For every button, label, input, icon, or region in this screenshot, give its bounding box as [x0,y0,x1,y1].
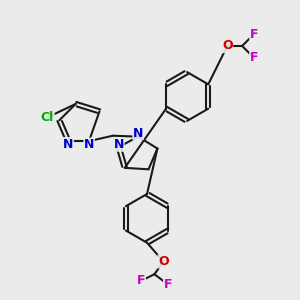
Text: N: N [114,138,124,151]
Text: N: N [63,138,74,151]
Text: F: F [250,28,258,40]
Text: O: O [222,40,232,52]
Text: N: N [84,138,94,151]
Text: F: F [250,51,258,64]
Text: F: F [137,274,145,287]
Text: N: N [133,127,143,140]
Text: Cl: Cl [41,111,54,124]
Text: F: F [164,278,172,291]
Text: O: O [158,255,169,268]
